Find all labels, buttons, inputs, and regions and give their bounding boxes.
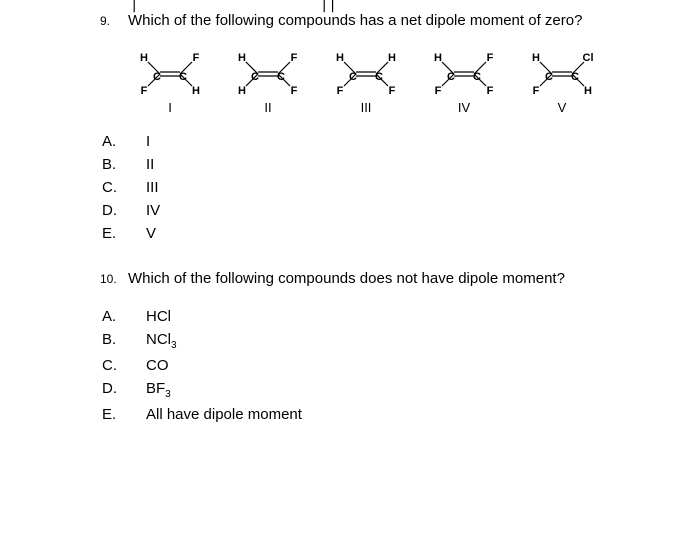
question-9: 9. Which of the following compounds has …: [100, 10, 660, 32]
option-value: NCl3: [146, 329, 318, 353]
option-label: C.: [102, 355, 144, 376]
option-row: A.I: [102, 131, 176, 152]
svg-text:F: F: [337, 85, 344, 97]
option-value: All have dipole moment: [146, 404, 318, 425]
option-row: B. NCl3: [102, 329, 318, 353]
option-label: E.: [102, 223, 144, 244]
svg-text:C: C: [375, 71, 383, 83]
svg-text:F: F: [435, 85, 442, 97]
option-label: B.: [102, 154, 144, 175]
structure-3: C C H H F F III: [326, 50, 406, 115]
option-value: I: [146, 131, 176, 152]
svg-text:C: C: [473, 71, 481, 83]
option-row: D. BF3: [102, 378, 318, 402]
svg-text:H: H: [434, 52, 442, 64]
option-value: V: [146, 223, 176, 244]
option-label: A.: [102, 306, 144, 327]
svg-text:H: H: [532, 52, 540, 64]
q9-structures: C C H F F H I: [130, 50, 660, 115]
svg-text:F: F: [487, 52, 494, 64]
option-row: C. CO: [102, 355, 318, 376]
option-row: A. HCl: [102, 306, 318, 327]
option-label: E.: [102, 404, 144, 425]
svg-text:F: F: [291, 85, 298, 97]
q9-number: 9.: [100, 10, 120, 30]
page-tick-1: |: [130, 0, 138, 13]
svg-text:C: C: [277, 71, 285, 83]
roman-2: II: [228, 100, 308, 115]
option-value: BF3: [146, 378, 318, 402]
svg-text:F: F: [389, 85, 396, 97]
svg-text:H: H: [238, 85, 246, 97]
structure-1: C C H F F H I: [130, 50, 210, 115]
option-row: E. All have dipole moment: [102, 404, 318, 425]
svg-text:C: C: [251, 71, 259, 83]
q10-number: 10.: [100, 268, 120, 288]
option-value: HCl: [146, 306, 318, 327]
structure-2: C C H F H F II: [228, 50, 308, 115]
svg-text:Cl: Cl: [583, 52, 594, 64]
q10-options: A. HCl B. NCl3 C. CO D. BF3 E. All have …: [100, 304, 660, 427]
svg-text:C: C: [545, 71, 553, 83]
option-row: C.III: [102, 177, 176, 198]
svg-text:F: F: [533, 85, 540, 97]
svg-text:C: C: [153, 71, 161, 83]
q9-text: Which of the following compounds has a n…: [128, 10, 582, 32]
svg-text:C: C: [349, 71, 357, 83]
option-label: D.: [102, 378, 144, 402]
roman-5: V: [522, 100, 602, 115]
svg-text:F: F: [291, 52, 298, 64]
option-label: C.: [102, 177, 144, 198]
option-value: IV: [146, 200, 176, 221]
structure-4: C C H F F F IV: [424, 50, 504, 115]
svg-text:C: C: [179, 71, 187, 83]
svg-text:H: H: [192, 85, 200, 97]
q10-text: Which of the following compounds does no…: [128, 268, 565, 290]
option-row: D.IV: [102, 200, 176, 221]
option-label: D.: [102, 200, 144, 221]
svg-text:C: C: [571, 71, 579, 83]
svg-text:F: F: [193, 52, 200, 64]
option-row: E.V: [102, 223, 176, 244]
svg-text:H: H: [336, 52, 344, 64]
option-value: CO: [146, 355, 318, 376]
svg-text:H: H: [238, 52, 246, 64]
option-label: A.: [102, 131, 144, 152]
svg-text:H: H: [388, 52, 396, 64]
svg-text:F: F: [141, 85, 148, 97]
svg-text:C: C: [447, 71, 455, 83]
question-10: 10. Which of the following compounds doe…: [100, 268, 660, 290]
structure-5: C C H Cl F H V: [522, 50, 602, 115]
option-label: B.: [102, 329, 144, 353]
svg-text:H: H: [584, 85, 592, 97]
option-value: II: [146, 154, 176, 175]
svg-text:F: F: [487, 85, 494, 97]
q9-options: A.I B.II C.III D.IV E.V: [100, 129, 660, 246]
page-tick-2: ||: [320, 0, 337, 13]
roman-4: IV: [424, 100, 504, 115]
svg-text:H: H: [140, 52, 148, 64]
roman-3: III: [326, 100, 406, 115]
option-value: III: [146, 177, 176, 198]
roman-1: I: [130, 100, 210, 115]
option-row: B.II: [102, 154, 176, 175]
